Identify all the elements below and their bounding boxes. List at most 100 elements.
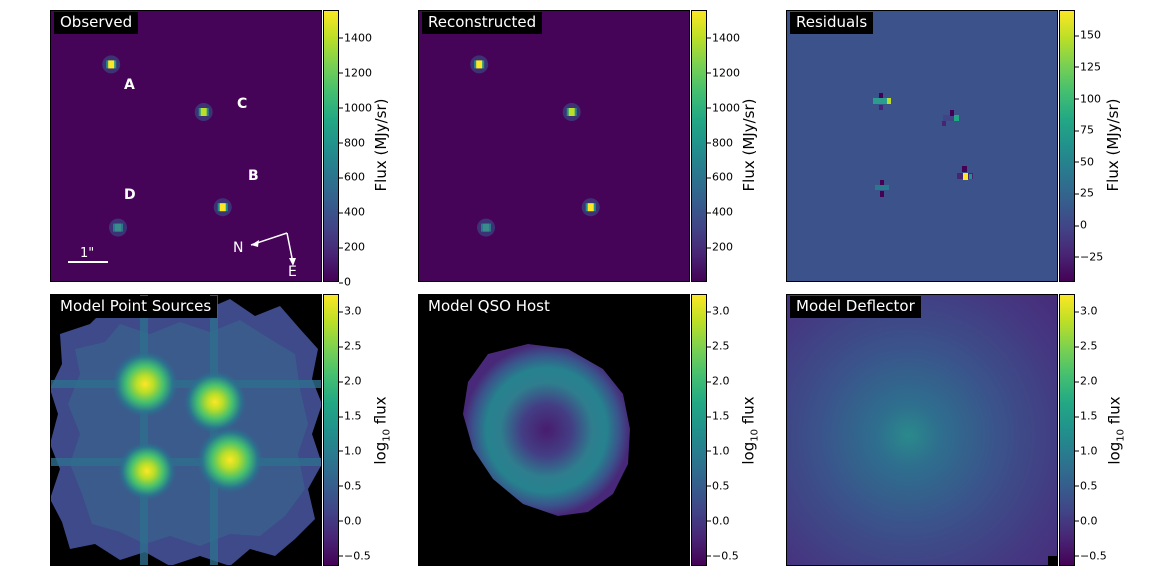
colorbar-tick: 1.0 xyxy=(339,444,362,458)
colorbar-tick: 0.5 xyxy=(1075,479,1098,493)
colorbar-tick: 1.5 xyxy=(339,409,362,423)
colorbar-tick: −0.5 xyxy=(707,549,739,563)
colorbar-tick: −0.5 xyxy=(1075,549,1107,563)
colorbar-tick: 75 xyxy=(1075,123,1094,137)
model-qso-host-title: Model QSO Host xyxy=(422,296,556,318)
colorbar-tick: 200 xyxy=(707,240,733,254)
colorbar-tick: 50 xyxy=(1075,155,1094,169)
observed-panel: Observed A C B D 1" N E xyxy=(50,10,322,282)
model-point-sources-colorbar-ticks: 3.0 2.5 2.0 1.5 1.0 0.5 0.0 −0.5 xyxy=(339,294,404,566)
deflector-light xyxy=(786,294,1058,566)
residual-c xyxy=(942,110,959,126)
source-label-b: B xyxy=(248,168,259,184)
colorbar-tick: 2.0 xyxy=(707,374,730,388)
reconstructed-image xyxy=(418,10,690,282)
model-point-sources-panel: Model Point Sources xyxy=(50,294,322,566)
colorbar-tick: 0.5 xyxy=(339,479,362,493)
model-qso-host-panel: Model QSO Host xyxy=(418,294,690,566)
colorbar-tick: 125 xyxy=(1075,60,1101,74)
residuals-colorbar xyxy=(1059,10,1075,282)
model-qso-host-colorbar-label: log10 flux xyxy=(739,396,761,465)
colorbar-tick: 1200 xyxy=(339,66,372,80)
source-core-d xyxy=(483,223,489,232)
observed-colorbar-label: Flux (MJy/sr) xyxy=(372,98,390,192)
compass-north-label: N xyxy=(233,240,244,256)
source-label-d: D xyxy=(124,187,136,203)
reconstructed-panel: Reconstructed xyxy=(418,10,690,282)
model-deflector-colorbar-label: log10 flux xyxy=(1105,396,1127,465)
residual-a xyxy=(873,93,891,110)
model-deflector-panel: Model Deflector xyxy=(786,294,1058,566)
residuals-colorbar-ticks: 150 125 100 75 50 25 0 −25 xyxy=(1074,10,1140,282)
source-core-a xyxy=(108,60,115,69)
observed-title: Observed xyxy=(54,12,139,34)
colorbar-tick: 600 xyxy=(339,170,365,184)
psf-c xyxy=(183,370,247,434)
colorbar-tick: 0.0 xyxy=(339,514,362,528)
observed-colorbar xyxy=(323,10,339,282)
colorbar-tick: 2.0 xyxy=(1075,374,1098,388)
colorbar-tick: 1400 xyxy=(339,31,372,45)
colorbar-tick: 3.0 xyxy=(339,304,362,318)
colorbar-tick: 1.0 xyxy=(1075,444,1098,458)
residual-b xyxy=(957,166,973,180)
source-label-a: A xyxy=(124,77,135,93)
reconstructed-colorbar-ticks: 200 400 600 800 1000 1200 1400 xyxy=(707,10,772,282)
colorbar-tick: 0 xyxy=(1075,218,1087,232)
source-label-c: C xyxy=(237,96,248,112)
residuals-panel: Residuals xyxy=(786,10,1058,282)
model-point-sources-title: Model Point Sources xyxy=(54,296,218,318)
colorbar-tick: 1000 xyxy=(707,101,740,115)
scale-bar-label: 1" xyxy=(80,246,95,261)
model-point-sources-image xyxy=(50,294,322,566)
colorbar-tick: 200 xyxy=(339,240,365,254)
colorbar-tick: 600 xyxy=(707,170,733,184)
colorbar-tick: 1400 xyxy=(707,31,740,45)
psf-b xyxy=(196,426,264,494)
qso-host-ring xyxy=(463,344,630,516)
compass-east-label: E xyxy=(288,264,297,280)
colorbar-tick: 0 xyxy=(339,275,351,289)
model-qso-host-colorbar xyxy=(691,294,707,566)
model-deflector-colorbar-ticks: 3.0 2.5 2.0 1.5 1.0 0.5 0.0 −0.5 xyxy=(1075,294,1140,566)
colorbar-tick: 1200 xyxy=(707,66,740,80)
colorbar-tick: 3.0 xyxy=(1075,304,1098,318)
colorbar-tick: −25 xyxy=(1074,250,1104,264)
colorbar-tick: 400 xyxy=(339,205,365,219)
reconstructed-title: Reconstructed xyxy=(422,12,543,34)
source-core-c xyxy=(200,108,207,116)
colorbar-tick: 25 xyxy=(1075,186,1094,200)
observed-colorbar-ticks: 0 200 400 600 800 1000 1200 1400 xyxy=(339,10,404,289)
colorbar-tick: 3.0 xyxy=(707,304,730,318)
colorbar-tick: 1.5 xyxy=(1075,409,1098,423)
source-core-b xyxy=(587,203,594,212)
psf-a xyxy=(111,350,179,418)
source-core-b xyxy=(219,203,226,212)
colorbar-tick: 1000 xyxy=(339,101,372,115)
colorbar-tick: 2.5 xyxy=(339,339,362,353)
colorbar-tick: 1.5 xyxy=(707,409,730,423)
model-point-sources-colorbar xyxy=(323,294,339,566)
residuals-title: Residuals xyxy=(790,12,874,34)
residuals-colorbar-label: Flux (MJy/sr) xyxy=(1104,98,1122,192)
model-deflector-title: Model Deflector xyxy=(790,296,921,318)
source-core-a xyxy=(476,60,483,69)
source-core-d xyxy=(115,223,121,232)
colorbar-tick: 2.5 xyxy=(707,339,730,353)
observed-image xyxy=(50,10,322,282)
model-deflector-colorbar xyxy=(1059,294,1075,566)
colorbar-tick: −0.5 xyxy=(339,549,371,563)
reconstructed-colorbar xyxy=(691,10,707,282)
colorbar-tick: 2.5 xyxy=(1075,339,1098,353)
model-qso-host-colorbar-ticks: 3.0 2.5 2.0 1.5 1.0 0.5 0.0 −0.5 xyxy=(707,294,772,566)
model-deflector-image xyxy=(786,294,1058,566)
colorbar-tick: 150 xyxy=(1075,28,1101,42)
colorbar-tick: 2.0 xyxy=(339,374,362,388)
reconstructed-colorbar-label: Flux (MJy/sr) xyxy=(740,98,758,192)
colorbar-tick: 0.0 xyxy=(707,514,730,528)
colorbar-tick: 400 xyxy=(707,205,733,219)
residuals-image xyxy=(786,10,1058,282)
colorbar-tick: 0.0 xyxy=(1075,514,1098,528)
psf-halo-inner xyxy=(68,320,308,546)
residual-d xyxy=(875,180,889,197)
